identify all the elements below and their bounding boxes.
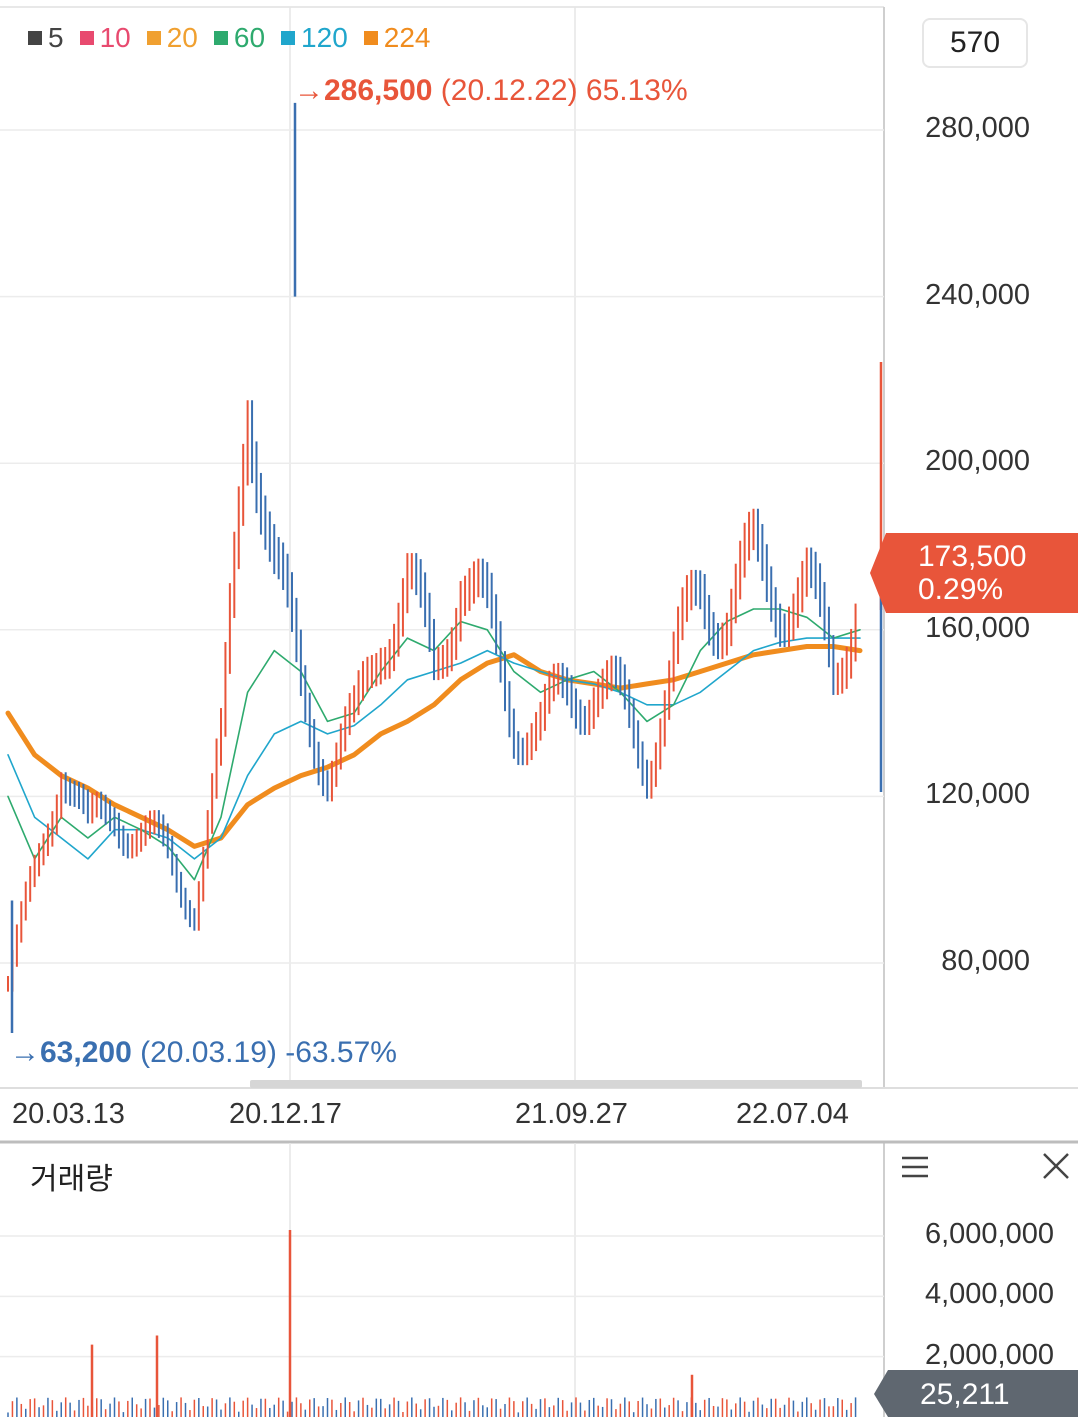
legend-item-ma5[interactable]: 5 <box>28 22 64 54</box>
candle-count-box[interactable]: 570 <box>922 18 1028 68</box>
legend-label: 20 <box>166 22 198 53</box>
legend-swatch <box>79 31 94 45</box>
legend-item-ma60[interactable]: 60 <box>213 22 266 54</box>
legend-label: 224 <box>383 22 431 53</box>
legend-item-ma20[interactable]: 20 <box>146 22 198 54</box>
price-tick-label: 280,000 <box>925 112 1030 144</box>
legend-item-ma120[interactable]: 120 <box>281 22 348 54</box>
volume-panel-title: 거래량 <box>30 1163 113 1196</box>
legend-item-ma224[interactable]: 224 <box>363 22 431 54</box>
high-date: (20.12.22) <box>440 74 578 107</box>
low-arrow: → <box>10 1036 40 1069</box>
price-tick-label: 160,000 <box>925 611 1030 644</box>
legend-swatch <box>363 31 378 45</box>
chart-scrollbar[interactable] <box>250 1080 862 1088</box>
close-icon[interactable] <box>1040 1150 1072 1182</box>
low-price: 63,200 <box>40 1036 132 1069</box>
date-tick-label: 20.03.13 <box>12 1098 125 1130</box>
price-tick-label: 80,000 <box>941 945 1030 977</box>
legend-swatch <box>146 31 161 45</box>
legend-label: 5 <box>48 22 64 53</box>
legend-label: 10 <box>99 22 131 53</box>
legend-label: 120 <box>301 22 348 53</box>
date-tick-label: 21.09.27 <box>515 1098 628 1130</box>
low-date: (20.03.19) <box>140 1036 277 1069</box>
volume-tick-label: 6,000,000 <box>924 1218 1054 1250</box>
current-volume-tag: 25,211 <box>874 1370 1078 1417</box>
menu-icon[interactable] <box>900 1152 930 1182</box>
high-price: 286,500 <box>324 74 433 107</box>
price-tick-label: 240,000 <box>925 278 1030 311</box>
high-price-annotation: →286,500 (20.12.22) 65.13% <box>294 74 688 108</box>
high-arrow: → <box>294 74 324 107</box>
volume-tick-label: 4,000,000 <box>924 1278 1054 1311</box>
ma-legend: 5 10 20 60 120 224 <box>28 22 430 54</box>
legend-swatch <box>28 31 42 45</box>
legend-label: 60 <box>233 22 266 53</box>
date-tick-label: 20.12.17 <box>229 1098 342 1130</box>
legend-swatch <box>213 31 228 45</box>
date-tick-label: 22.07.04 <box>736 1098 849 1130</box>
legend-swatch <box>281 31 296 45</box>
price-tick-label: 200,000 <box>925 445 1030 478</box>
volume-tick-label: 2,000,000 <box>924 1338 1054 1371</box>
low-pct: -63.57% <box>285 1036 397 1069</box>
low-price-annotation: →63,200 (20.03.19) -63.57% <box>10 1036 397 1070</box>
current-change-pct: 0.29% <box>918 573 1004 606</box>
legend-item-ma10[interactable]: 10 <box>79 22 131 54</box>
high-pct: 65.13% <box>585 74 688 107</box>
price-tick-label: 120,000 <box>925 778 1030 811</box>
current-price: 173,500 <box>918 540 1027 573</box>
current-price-tag: 173,500 0.29% <box>870 533 1078 613</box>
